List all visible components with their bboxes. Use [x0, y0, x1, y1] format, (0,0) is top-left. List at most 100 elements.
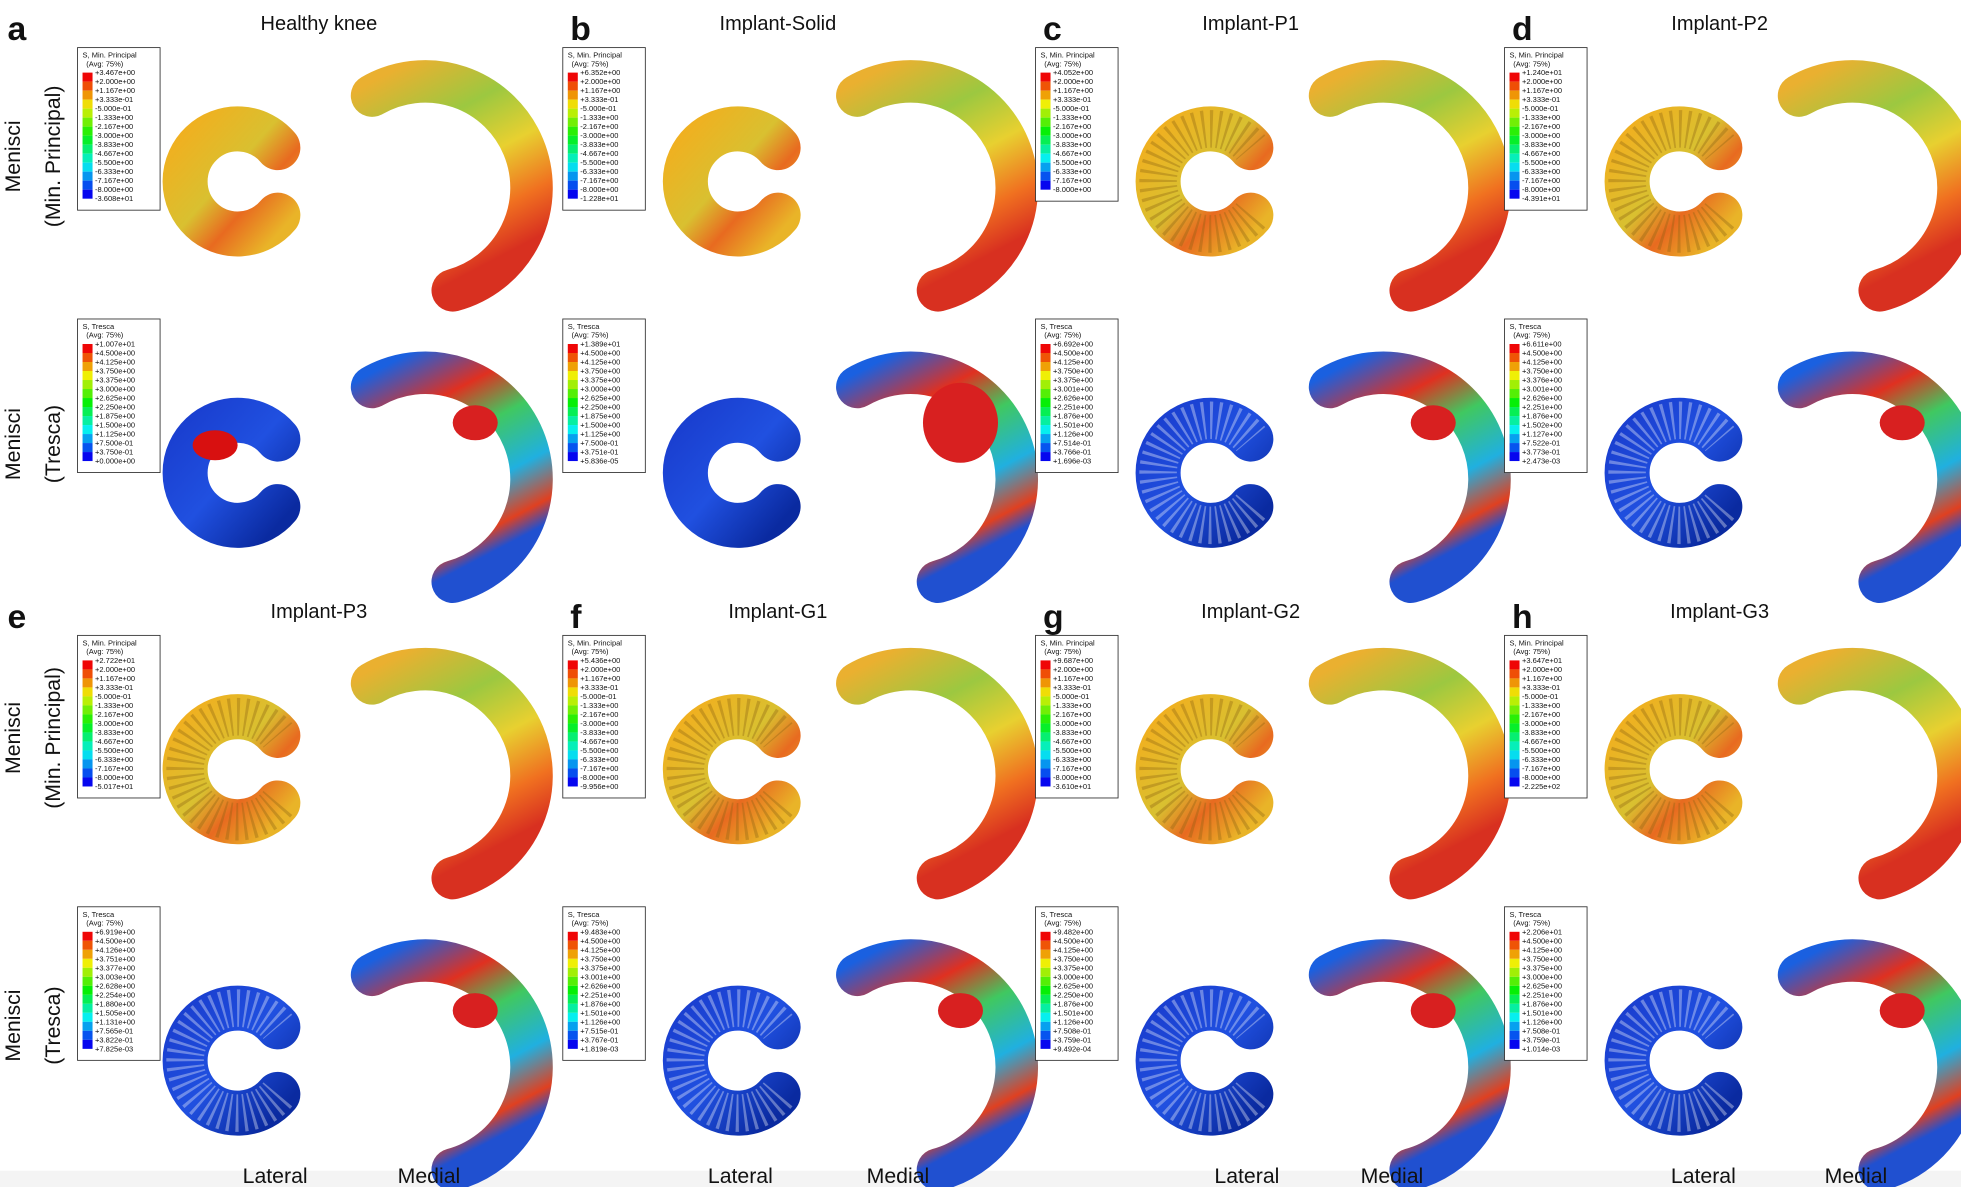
- legend-value: +2.722e+01: [95, 656, 135, 665]
- medial-meniscus: [836, 939, 1038, 1187]
- row-label: (Tresca): [41, 405, 65, 483]
- legend-swatch: [82, 732, 93, 742]
- legend-swatch: [82, 949, 93, 959]
- legend-header: S, Min. Principal: [83, 51, 138, 60]
- legend-swatch: [567, 768, 578, 778]
- legend-swatch: [1040, 768, 1051, 778]
- legend-swatch: [82, 171, 93, 181]
- legend-avg: (Avg: 75%): [572, 919, 609, 928]
- legend-value: +1.876e+00: [1522, 412, 1562, 421]
- legend-header: S, Tresca: [1041, 322, 1074, 331]
- legend-swatch: [567, 144, 578, 154]
- legend-value: +3.376e+00: [1522, 376, 1562, 385]
- legend-value: -5.500e+00: [580, 158, 618, 167]
- legend-swatch: [1040, 144, 1051, 154]
- legend-value: +3.751e+00: [95, 954, 135, 963]
- legend-value: +1.501e+00: [580, 1008, 620, 1017]
- legend-value: -2.225e+02: [1522, 782, 1560, 791]
- legend-swatch: [567, 949, 578, 959]
- lateral-meniscus: [162, 694, 301, 845]
- legend-swatch: [567, 931, 578, 941]
- legend-value: +7.565e-01: [95, 1026, 133, 1035]
- legend-value: +5.436e+00: [580, 656, 620, 665]
- legend-value: +2.251e+00: [1522, 990, 1562, 999]
- legend-value: -4.667e+00: [1053, 737, 1091, 746]
- legend-swatch: [1040, 72, 1051, 82]
- legend-swatch: [1040, 732, 1051, 742]
- legend-swatch: [82, 940, 93, 950]
- panel-title: Implant-P1: [1202, 13, 1299, 35]
- legend-swatch: [1509, 1012, 1520, 1022]
- legend-swatch: [567, 687, 578, 697]
- legend-value: +1.876e+00: [1522, 999, 1562, 1008]
- lattice-pattern: [1139, 697, 1266, 841]
- legend-value: +1.501e+00: [1053, 421, 1093, 430]
- legend-swatch: [82, 407, 93, 417]
- legend-value: +2.625e+00: [1522, 981, 1562, 990]
- legend-value: -5.500e+00: [95, 746, 133, 755]
- legend-swatch: [82, 1039, 93, 1049]
- legend-value: -1.333e+00: [1053, 701, 1091, 710]
- legend-value: -2.167e+00: [580, 710, 618, 719]
- legend-value: -5.000e-01: [1053, 692, 1089, 701]
- medial-meniscus: [836, 351, 1038, 604]
- legend-value: +4.500e+00: [1053, 349, 1093, 358]
- legend-avg: (Avg: 75%): [86, 647, 123, 656]
- legend-swatch: [1040, 162, 1051, 172]
- bottom-label: Lateral: [708, 1164, 773, 1187]
- lateral-meniscus: [1135, 694, 1274, 845]
- lattice-pattern: [1608, 110, 1735, 253]
- legend-swatch: [82, 985, 93, 995]
- legend-value: -6.333e+00: [95, 167, 133, 176]
- panel-title: Healthy knee: [261, 13, 378, 35]
- legend-swatch: [1040, 723, 1051, 733]
- stress-hotspot: [192, 430, 238, 461]
- legend-value: -7.167e+00: [580, 176, 618, 185]
- legend-avg: (Avg: 75%): [1044, 331, 1081, 340]
- legend-value: -5.500e+00: [1053, 746, 1091, 755]
- legend-value: +4.500e+00: [1522, 936, 1562, 945]
- legend-avg: (Avg: 75%): [1513, 919, 1550, 928]
- legend-value: +3.333e-01: [1522, 95, 1560, 104]
- legend-value: +9.687e+00: [1053, 656, 1093, 665]
- legend-swatch: [1040, 443, 1051, 453]
- legend-swatch: [567, 117, 578, 127]
- legend-value: -5.000e-01: [95, 692, 131, 701]
- legend-avg: (Avg: 75%): [86, 919, 123, 928]
- legend-swatch: [1040, 696, 1051, 706]
- legend-avg: (Avg: 75%): [1044, 59, 1081, 68]
- legend-value: +7.825e-03: [95, 1044, 133, 1053]
- legend-swatch: [1040, 1021, 1051, 1031]
- lattice-pattern: [666, 989, 793, 1132]
- legend-swatch: [1509, 343, 1520, 354]
- legend-value: -3.610e+01: [1053, 782, 1091, 791]
- legend-value: +1.696e-03: [1053, 457, 1091, 466]
- legend-swatch: [82, 452, 93, 462]
- legend-value: +4.125e+00: [95, 358, 135, 367]
- row-label: (Min. Principal): [41, 86, 65, 228]
- legend-value: -2.167e+00: [1053, 122, 1091, 131]
- legend-value: +3.750e+00: [1053, 367, 1093, 376]
- legend-swatch: [1509, 443, 1520, 453]
- legend-swatch: [1509, 732, 1520, 742]
- legend-value: -4.667e+00: [95, 737, 133, 746]
- legend-value: -7.167e+00: [1053, 176, 1091, 185]
- legend-header: S, Min. Principal: [568, 51, 623, 60]
- legend-value: -3.833e+00: [95, 728, 133, 737]
- legend-value: -4.667e+00: [1522, 149, 1560, 158]
- legend-header: S, Min. Principal: [568, 638, 623, 647]
- lateral-meniscus: [1604, 397, 1743, 548]
- legend-swatch: [567, 81, 578, 91]
- lattice-pattern: [1139, 401, 1266, 545]
- legend-value: -7.167e+00: [580, 764, 618, 773]
- legend-value: +1.505e+00: [95, 1008, 135, 1017]
- legend-value: +1.880e+00: [95, 999, 135, 1008]
- legend-swatch: [567, 985, 578, 995]
- legend-value: +4.125e+00: [1522, 945, 1562, 954]
- legend-value: -3.000e+00: [580, 719, 618, 728]
- legend-value: -7.167e+00: [1053, 764, 1091, 773]
- legend-swatch: [82, 750, 93, 760]
- legend-value: +1.131e+00: [95, 1017, 135, 1026]
- legend-swatch: [1509, 958, 1520, 968]
- legend-swatch: [1040, 180, 1051, 190]
